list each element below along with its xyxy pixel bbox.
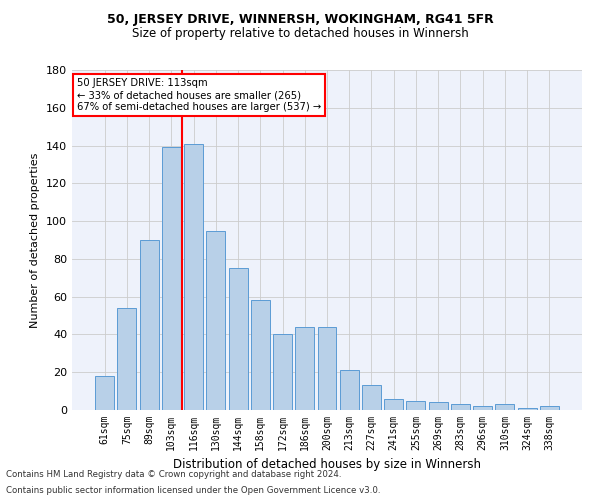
Bar — [406, 400, 425, 410]
Bar — [184, 144, 203, 410]
Bar — [518, 408, 536, 410]
Y-axis label: Number of detached properties: Number of detached properties — [31, 152, 40, 328]
Bar — [295, 327, 314, 410]
Bar — [540, 406, 559, 410]
Bar — [340, 370, 359, 410]
Text: Contains public sector information licensed under the Open Government Licence v3: Contains public sector information licen… — [6, 486, 380, 495]
Bar — [95, 376, 114, 410]
Bar — [429, 402, 448, 410]
Bar — [473, 406, 492, 410]
Bar — [162, 148, 181, 410]
Bar — [384, 398, 403, 410]
Bar — [273, 334, 292, 410]
Bar — [229, 268, 248, 410]
X-axis label: Distribution of detached houses by size in Winnersh: Distribution of detached houses by size … — [173, 458, 481, 471]
Bar — [451, 404, 470, 410]
Bar — [251, 300, 270, 410]
Bar — [496, 404, 514, 410]
Text: Size of property relative to detached houses in Winnersh: Size of property relative to detached ho… — [131, 28, 469, 40]
Bar — [118, 308, 136, 410]
Text: 50 JERSEY DRIVE: 113sqm
← 33% of detached houses are smaller (265)
67% of semi-d: 50 JERSEY DRIVE: 113sqm ← 33% of detache… — [77, 78, 322, 112]
Bar — [362, 386, 381, 410]
Text: 50, JERSEY DRIVE, WINNERSH, WOKINGHAM, RG41 5FR: 50, JERSEY DRIVE, WINNERSH, WOKINGHAM, R… — [107, 12, 493, 26]
Bar — [206, 230, 225, 410]
Bar — [140, 240, 158, 410]
Bar — [317, 327, 337, 410]
Text: Contains HM Land Registry data © Crown copyright and database right 2024.: Contains HM Land Registry data © Crown c… — [6, 470, 341, 479]
